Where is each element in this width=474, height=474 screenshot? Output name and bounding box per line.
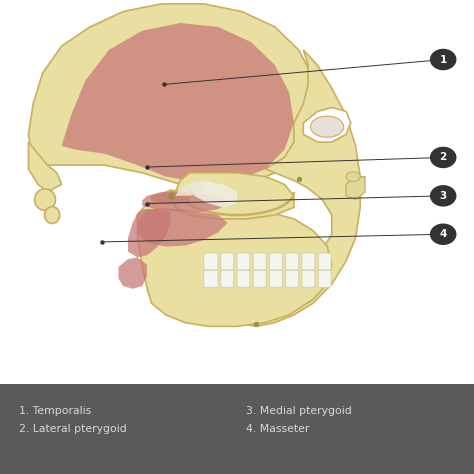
- Circle shape: [430, 185, 456, 207]
- FancyBboxPatch shape: [286, 253, 299, 270]
- Polygon shape: [142, 192, 228, 212]
- Text: 3. Medial pterygoid
4. Masseter: 3. Medial pterygoid 4. Masseter: [246, 407, 352, 434]
- FancyBboxPatch shape: [319, 270, 331, 287]
- Polygon shape: [346, 177, 365, 200]
- Ellipse shape: [310, 116, 344, 137]
- Polygon shape: [62, 23, 294, 184]
- FancyBboxPatch shape: [204, 253, 218, 270]
- Polygon shape: [137, 200, 332, 327]
- Circle shape: [430, 49, 456, 70]
- FancyBboxPatch shape: [237, 270, 250, 287]
- Circle shape: [430, 146, 456, 168]
- Text: 1. Temporalis
2. Lateral pterygoid: 1. Temporalis 2. Lateral pterygoid: [19, 407, 127, 434]
- Text: 4: 4: [439, 229, 447, 239]
- FancyBboxPatch shape: [253, 270, 266, 287]
- FancyBboxPatch shape: [237, 253, 250, 270]
- FancyBboxPatch shape: [204, 270, 218, 287]
- Polygon shape: [213, 50, 360, 327]
- FancyBboxPatch shape: [319, 253, 331, 270]
- FancyBboxPatch shape: [270, 270, 283, 287]
- Polygon shape: [28, 142, 62, 192]
- Polygon shape: [28, 4, 318, 188]
- FancyBboxPatch shape: [221, 270, 234, 287]
- FancyBboxPatch shape: [302, 270, 315, 287]
- FancyBboxPatch shape: [286, 270, 299, 287]
- Text: 2: 2: [439, 153, 447, 163]
- FancyBboxPatch shape: [221, 253, 234, 270]
- Polygon shape: [128, 210, 171, 257]
- Polygon shape: [152, 190, 190, 204]
- Ellipse shape: [346, 172, 360, 182]
- FancyBboxPatch shape: [253, 253, 266, 270]
- Text: 3: 3: [439, 191, 447, 201]
- FancyBboxPatch shape: [302, 253, 315, 270]
- FancyBboxPatch shape: [270, 253, 283, 270]
- Ellipse shape: [45, 207, 60, 223]
- Polygon shape: [303, 108, 351, 142]
- Polygon shape: [175, 181, 204, 196]
- FancyBboxPatch shape: [0, 384, 474, 474]
- Polygon shape: [194, 181, 237, 207]
- Polygon shape: [137, 208, 228, 246]
- Text: 1: 1: [439, 55, 447, 64]
- Polygon shape: [175, 173, 294, 219]
- Circle shape: [430, 223, 456, 245]
- Ellipse shape: [35, 189, 55, 210]
- Polygon shape: [118, 257, 147, 289]
